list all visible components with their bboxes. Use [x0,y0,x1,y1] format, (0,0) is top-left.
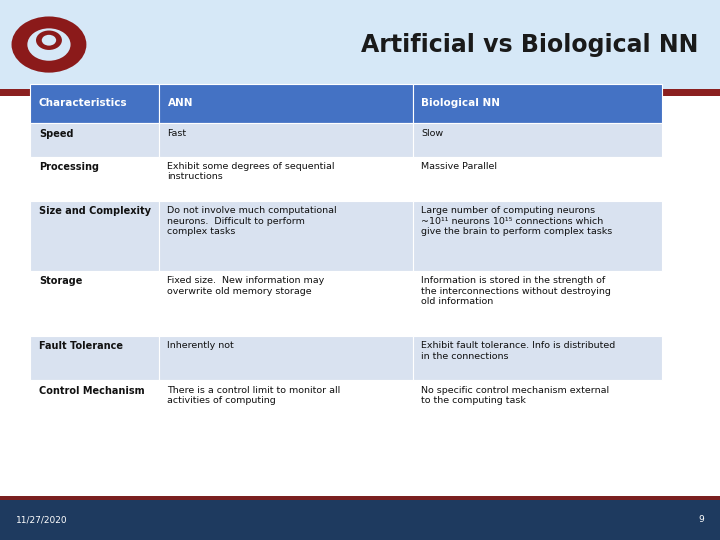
Bar [159,84,413,123]
Circle shape [36,30,62,50]
Bar [159,201,413,271]
Bar [413,336,662,380]
Circle shape [12,16,86,73]
Text: Fixed size.  New information may
overwrite old memory storage: Fixed size. New information may overwrit… [168,276,325,296]
Text: Exhibit fault tolerance. Info is distributed
in the connections: Exhibit fault tolerance. Info is distrib… [421,341,616,361]
Text: Size and Complexity: Size and Complexity [39,206,151,217]
Bar [30,201,159,271]
Bar [30,84,159,123]
Bar [159,380,413,424]
Text: Control Mechanism: Control Mechanism [39,386,145,396]
Bar [413,123,662,157]
Text: Storage: Storage [39,276,82,287]
Bar [30,380,159,424]
Text: ANN: ANN [168,98,193,109]
Text: Speed: Speed [39,129,73,139]
Text: Processing: Processing [39,162,99,172]
Text: Exhibit some degrees of sequential
instructions: Exhibit some degrees of sequential instr… [168,162,335,181]
Text: Characteristics: Characteristics [39,98,127,109]
Bar [159,157,413,201]
Bar [413,271,662,336]
Bar [30,123,159,157]
Bar [413,380,662,424]
Text: Fault Tolerance: Fault Tolerance [39,341,123,352]
Bar [30,336,159,380]
Text: 11/27/2020: 11/27/2020 [16,515,68,524]
Circle shape [42,35,56,45]
Text: 9: 9 [698,515,704,524]
Text: Inherently not: Inherently not [168,341,234,350]
Bar [159,336,413,380]
Text: Slow: Slow [421,129,444,138]
Text: Biological NN: Biological NN [421,98,500,109]
Bar [30,271,159,336]
Bar [30,157,159,201]
Bar [0,89,720,96]
Text: Large number of computing neurons
~10¹¹ neurons 10¹⁵ connections which
give the : Large number of computing neurons ~10¹¹ … [421,206,613,236]
Circle shape [27,28,71,60]
Bar [0,0,720,89]
Text: There is a control limit to monitor all
activities of computing: There is a control limit to monitor all … [168,386,341,405]
Text: Artificial vs Biological NN: Artificial vs Biological NN [361,32,698,57]
Text: Fast: Fast [168,129,186,138]
Bar [413,157,662,201]
Bar [413,84,662,123]
Text: Information is stored in the strength of
the interconnections without destroying: Information is stored in the strength of… [421,276,611,306]
Text: Massive Parallel: Massive Parallel [421,162,498,171]
Bar [413,201,662,271]
Text: No specific control mechanism external
to the computing task: No specific control mechanism external t… [421,386,610,405]
Bar [159,271,413,336]
Text: Do not involve much computational
neurons.  Difficult to perform
complex tasks: Do not involve much computational neuron… [168,206,337,236]
Bar [0,500,720,540]
Bar [159,123,413,157]
Bar [0,496,720,502]
